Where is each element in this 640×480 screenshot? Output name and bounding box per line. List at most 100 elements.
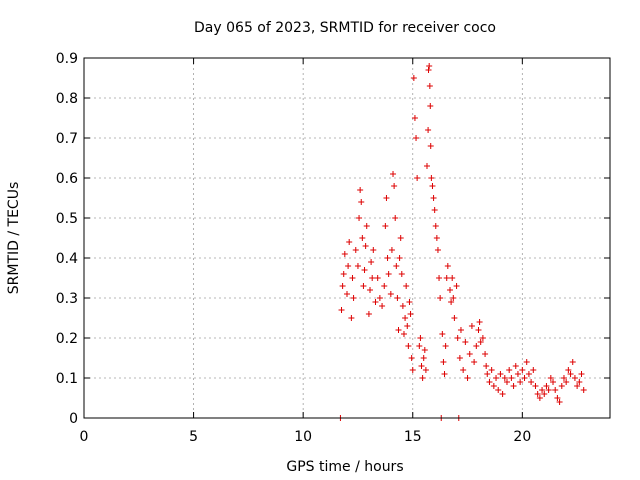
data-point bbox=[374, 275, 381, 281]
data-point bbox=[423, 163, 430, 169]
data-point bbox=[407, 311, 414, 317]
data-point bbox=[356, 215, 363, 221]
data-point bbox=[405, 343, 412, 349]
data-point bbox=[358, 199, 365, 205]
data-point bbox=[578, 371, 585, 377]
data-point bbox=[580, 387, 587, 393]
data-point bbox=[462, 339, 469, 345]
y-tick-label: 0.5 bbox=[56, 211, 78, 227]
data-point bbox=[367, 287, 374, 293]
data-point bbox=[357, 187, 364, 193]
data-point bbox=[436, 275, 443, 281]
chart-title: Day 065 of 2023, SRMTID for receiver coc… bbox=[194, 20, 496, 36]
y-tick-label: 0.1 bbox=[56, 371, 78, 387]
data-point bbox=[569, 359, 576, 365]
data-point bbox=[425, 127, 432, 133]
data-point bbox=[552, 387, 559, 393]
data-point bbox=[519, 367, 526, 373]
data-point bbox=[497, 371, 504, 377]
data-point bbox=[376, 295, 383, 301]
data-point bbox=[393, 263, 400, 269]
data-point bbox=[565, 367, 572, 373]
y-tick-label: 0.9 bbox=[56, 51, 78, 67]
data-point bbox=[512, 363, 519, 369]
data-point bbox=[488, 367, 495, 373]
data-point bbox=[410, 75, 417, 81]
plot-frame bbox=[83, 57, 611, 419]
data-point bbox=[534, 391, 541, 397]
data-point bbox=[471, 359, 478, 365]
data-point bbox=[541, 391, 548, 397]
data-point bbox=[450, 295, 457, 301]
data-point bbox=[449, 275, 456, 281]
data-point bbox=[468, 323, 475, 329]
data-point bbox=[453, 283, 460, 289]
x-axis-label: GPS time / hours bbox=[286, 459, 403, 475]
data-point bbox=[477, 339, 484, 345]
x-axis-tick-labels: 0 5 10 15 20 bbox=[80, 429, 532, 445]
data-point bbox=[574, 383, 581, 389]
data-point bbox=[483, 363, 490, 369]
data-point bbox=[413, 135, 420, 141]
data-point bbox=[567, 371, 574, 377]
data-point bbox=[391, 183, 398, 189]
data-point bbox=[457, 327, 464, 333]
y-axis-tick-labels: 0 0.1 0.2 0.3 0.4 0.5 0.6 0.7 0.8 0.9 bbox=[56, 51, 78, 427]
data-point bbox=[360, 283, 367, 289]
data-point bbox=[454, 335, 461, 341]
data-point bbox=[340, 271, 347, 277]
data-point bbox=[508, 375, 515, 381]
data-point bbox=[425, 67, 432, 73]
data-point bbox=[359, 235, 366, 241]
data-point bbox=[408, 355, 415, 361]
y-tick-label: 0.3 bbox=[56, 291, 78, 307]
y-tick-label: 0.4 bbox=[56, 251, 78, 267]
data-point bbox=[382, 223, 389, 229]
data-point bbox=[411, 115, 418, 121]
data-point bbox=[384, 255, 391, 261]
data-point bbox=[418, 363, 425, 369]
data-point bbox=[372, 299, 379, 305]
data-point bbox=[447, 287, 454, 293]
data-point bbox=[349, 275, 356, 281]
data-point bbox=[339, 283, 346, 289]
data-point bbox=[421, 347, 428, 353]
data-point bbox=[525, 371, 532, 377]
data-point bbox=[426, 63, 433, 69]
data-point bbox=[404, 323, 411, 329]
data-point bbox=[430, 195, 437, 201]
y-tick-label: 0 bbox=[69, 411, 78, 427]
data-point bbox=[556, 399, 563, 405]
data-point bbox=[414, 175, 421, 181]
data-point bbox=[539, 387, 546, 393]
data-point bbox=[501, 375, 508, 381]
data-point bbox=[466, 351, 473, 357]
x-tick-label: 20 bbox=[513, 429, 531, 445]
data-point bbox=[427, 143, 434, 149]
data-point bbox=[444, 263, 451, 269]
y-tick-label: 0.8 bbox=[56, 91, 78, 107]
data-point bbox=[558, 383, 565, 389]
data-point bbox=[437, 295, 444, 301]
data-point bbox=[409, 367, 416, 373]
y-axis-label: SRMTID / TECUs bbox=[6, 182, 22, 295]
data-point bbox=[390, 171, 397, 177]
data-point bbox=[479, 335, 486, 341]
data-point bbox=[510, 383, 517, 389]
data-point bbox=[385, 271, 392, 277]
data-point bbox=[361, 267, 368, 273]
data-point bbox=[532, 383, 539, 389]
data-point bbox=[348, 315, 355, 321]
data-point bbox=[416, 343, 423, 349]
data-point bbox=[476, 319, 483, 325]
data-point bbox=[365, 311, 372, 317]
data-point bbox=[440, 359, 447, 365]
data-point bbox=[419, 375, 426, 381]
data-point bbox=[475, 327, 482, 333]
data-point bbox=[362, 243, 369, 249]
data-point bbox=[433, 235, 440, 241]
data-point bbox=[417, 335, 424, 341]
data-point bbox=[388, 247, 395, 253]
data-point bbox=[493, 375, 500, 381]
data-point bbox=[350, 295, 357, 301]
